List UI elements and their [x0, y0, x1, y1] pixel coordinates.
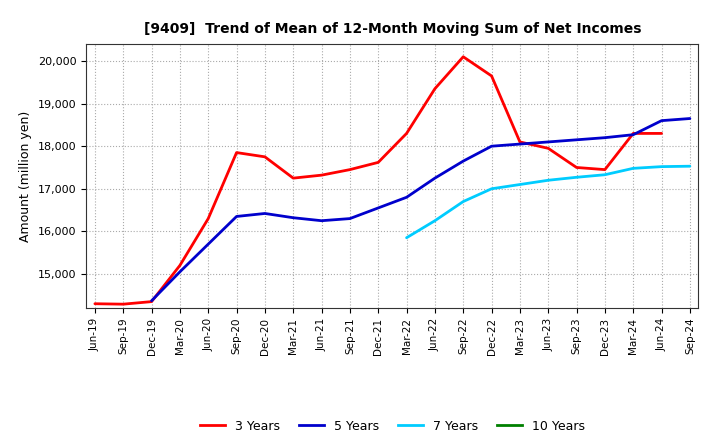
Legend: 3 Years, 5 Years, 7 Years, 10 Years: 3 Years, 5 Years, 7 Years, 10 Years	[195, 414, 590, 437]
Title: [9409]  Trend of Mean of 12-Month Moving Sum of Net Incomes: [9409] Trend of Mean of 12-Month Moving …	[144, 22, 641, 36]
Y-axis label: Amount (million yen): Amount (million yen)	[19, 110, 32, 242]
